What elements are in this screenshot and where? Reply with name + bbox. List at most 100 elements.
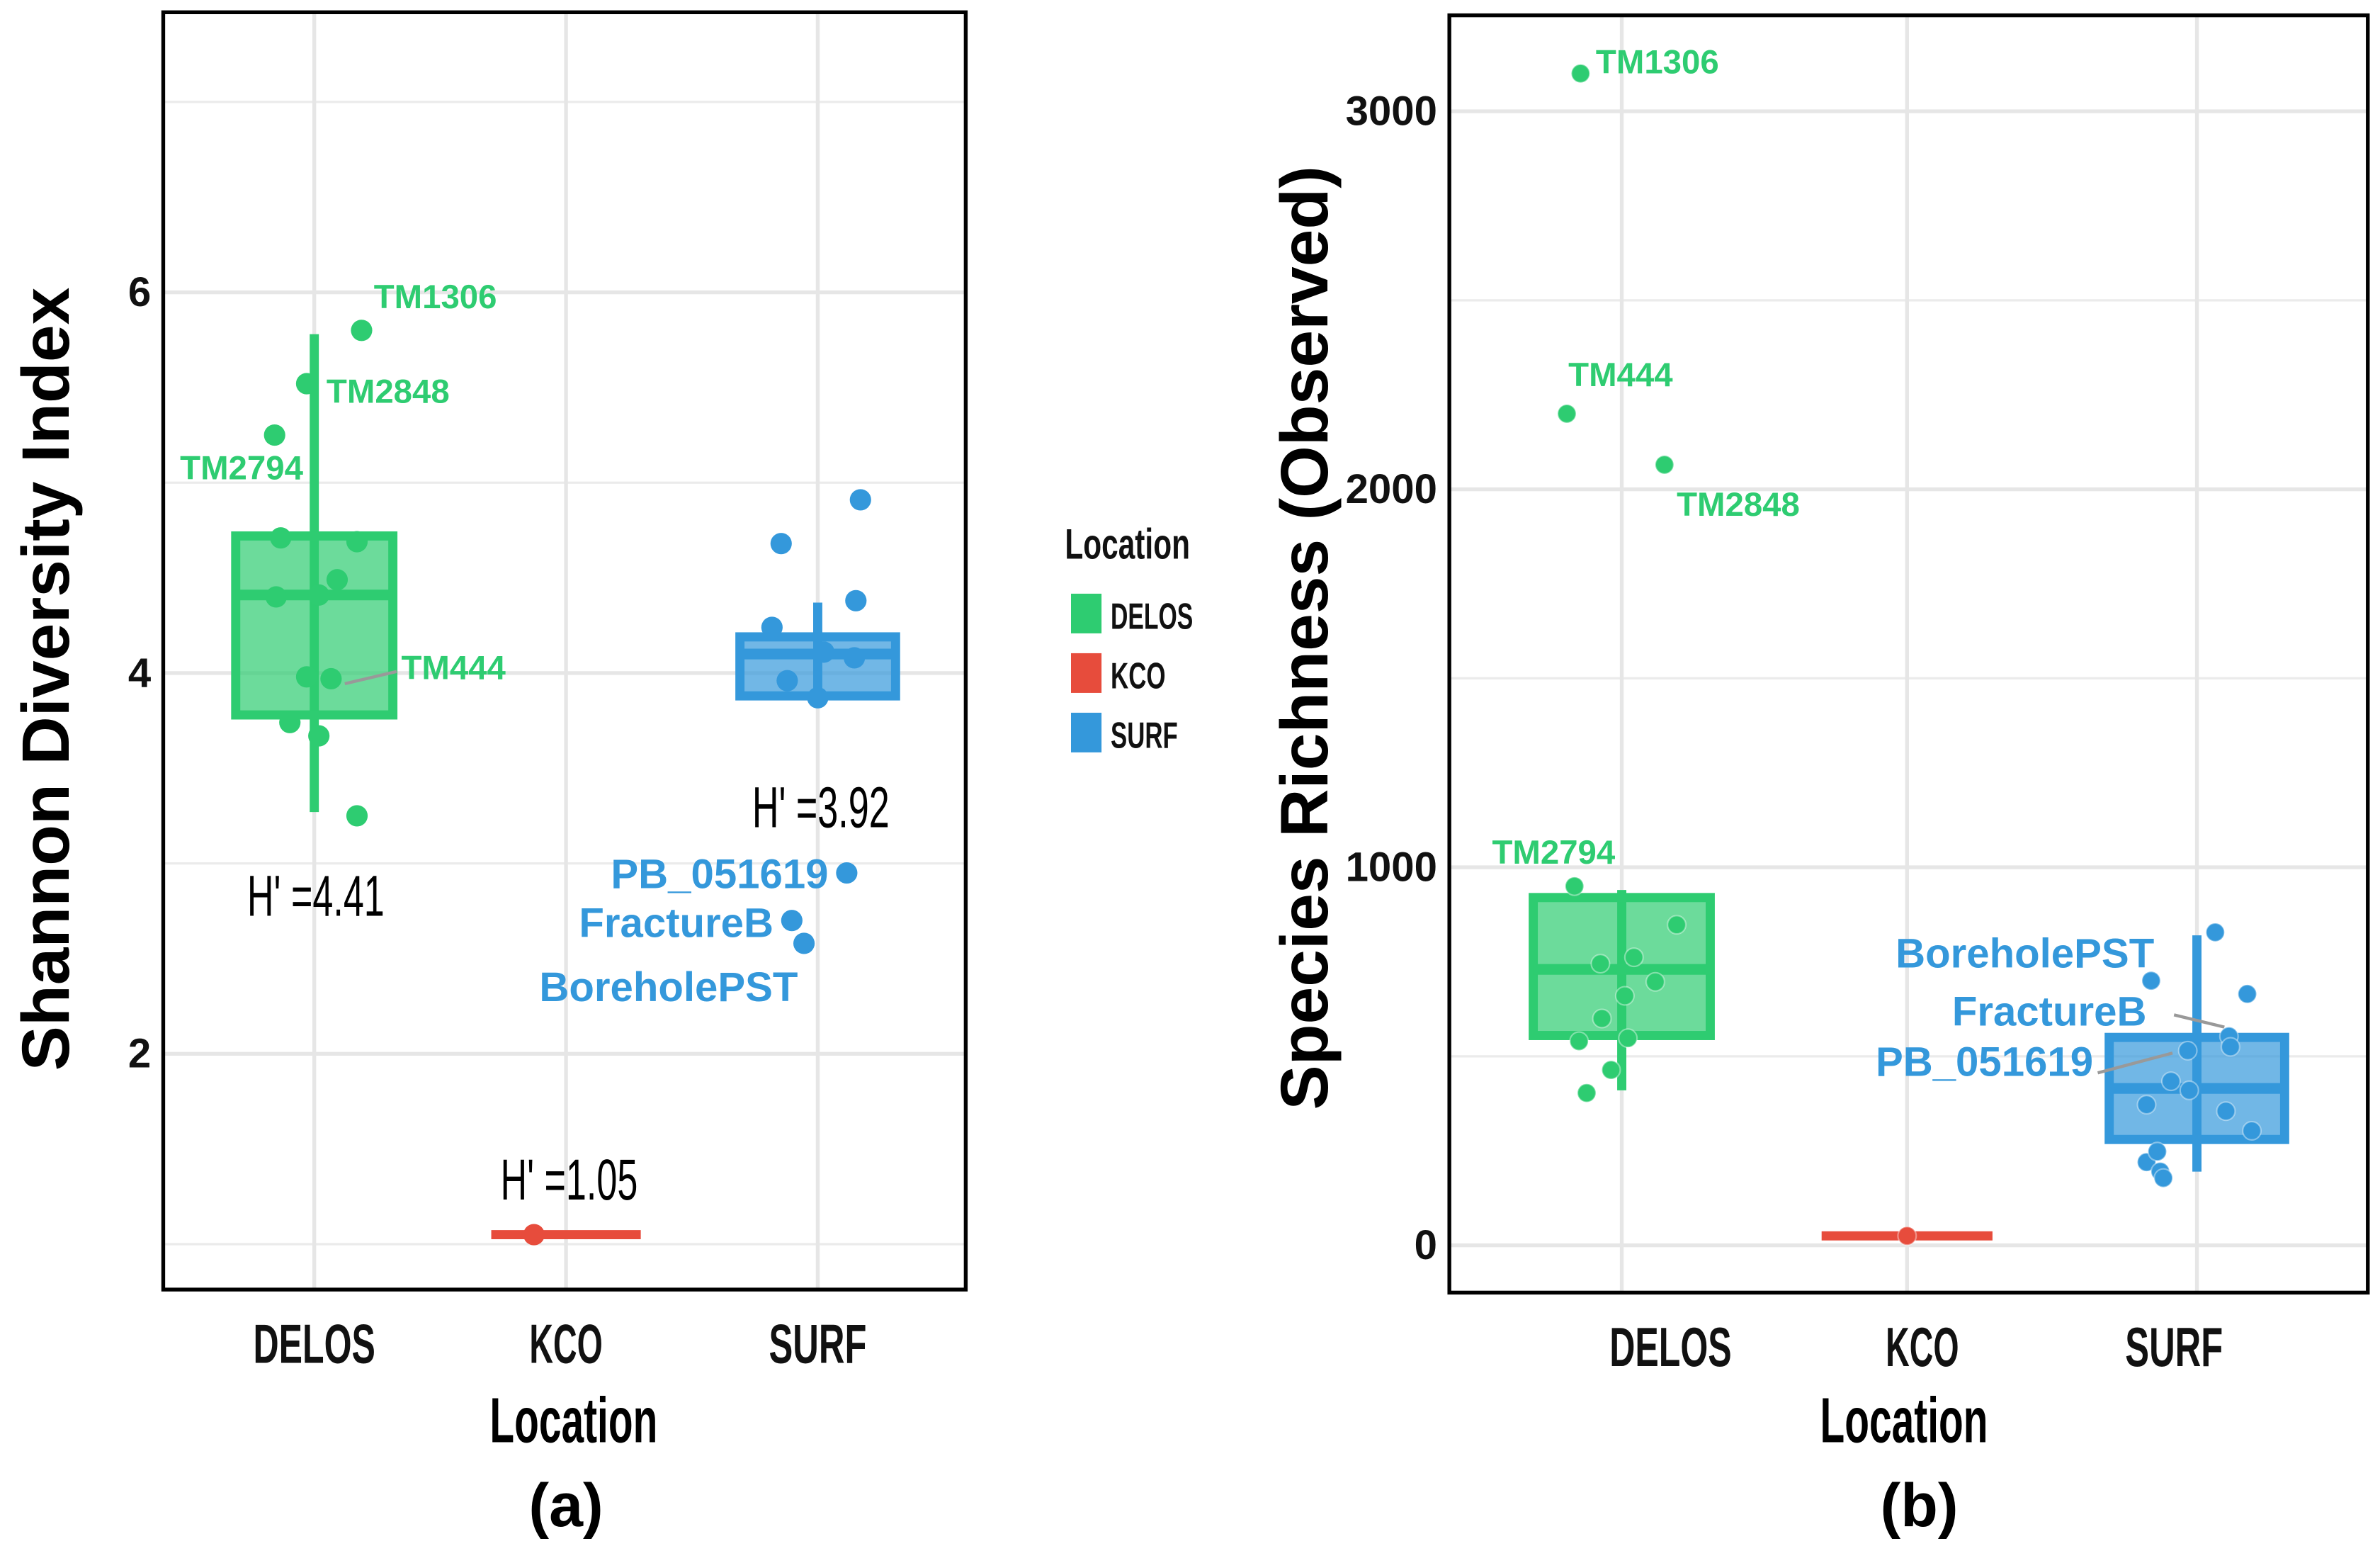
data-point-delos — [326, 569, 348, 591]
data-point-delos — [1667, 915, 1687, 935]
panel-b-plot: 0 1000 2000 3000 DELOS KCO SURF TM1306 TM444 TM28… — [1346, 13, 2370, 1378]
legend-label-surf: SURF — [1111, 714, 1178, 755]
legend-swatch-surf — [1071, 712, 1102, 752]
y-tick-label: 1000 — [1346, 844, 1437, 890]
y-tick-label: 2000 — [1346, 466, 1437, 512]
median-annotation: H' =1.05 — [500, 1148, 638, 1212]
y-tick-label: 4 — [128, 650, 152, 696]
panel-label-a: (a) — [528, 1472, 603, 1540]
data-point-surf — [2242, 1120, 2262, 1141]
data-point-delos — [1557, 403, 1577, 424]
x-tick-label: SURF — [769, 1314, 867, 1375]
data-point-delos — [264, 424, 285, 446]
data-point-surf — [2141, 971, 2161, 991]
x-tick-label: DELOS — [1609, 1317, 1731, 1378]
point-label: TM2848 — [327, 373, 450, 411]
data-point-delos — [1590, 954, 1611, 974]
y-axis-title-b: Species Richness (Observed) — [1267, 166, 1342, 1110]
data-point-kco — [523, 1224, 545, 1246]
point-label: TM444 — [1568, 356, 1673, 394]
point-label: TM2794 — [180, 449, 303, 487]
y-tick-label: 2 — [128, 1031, 151, 1077]
data-point-surf — [2179, 1080, 2199, 1100]
point-label: PB_051619 — [611, 852, 828, 898]
data-point-delos — [1601, 1060, 1621, 1080]
y-tick-label: 0 — [1415, 1222, 1437, 1268]
data-point-surf — [793, 932, 815, 954]
data-point-surf — [844, 647, 866, 669]
data-point-surf — [2220, 1037, 2240, 1057]
legend-label-delos: DELOS — [1111, 595, 1193, 636]
data-point-delos — [1577, 1083, 1597, 1103]
y-tick-label: 3000 — [1346, 88, 1437, 134]
x-axis-title-a: Location — [489, 1384, 657, 1456]
point-label: FractureB — [1952, 988, 2147, 1034]
data-point-surf — [776, 670, 798, 692]
plot-frame — [1447, 13, 2370, 1295]
data-point-surf — [761, 616, 783, 638]
data-point-delos — [1592, 1008, 1612, 1029]
data-point-surf — [2153, 1168, 2174, 1188]
point-label: BoreholePST — [539, 964, 798, 1010]
point-label: TM1306 — [1596, 43, 1719, 81]
y-axis-title-a: Shannon Diversity Index — [8, 288, 84, 1071]
data-point-delos — [295, 666, 317, 688]
data-point-delos — [295, 373, 317, 395]
data-point-surf — [845, 589, 867, 611]
data-point-delos — [1614, 986, 1635, 1006]
data-point-delos — [308, 584, 330, 606]
data-point-delos — [1618, 1028, 1638, 1049]
label-leader-line — [2173, 1013, 2225, 1029]
data-point-delos — [346, 531, 368, 553]
median-annotation: H' =4.41 — [247, 864, 385, 928]
legend-swatch-kco — [1071, 653, 1102, 693]
data-point-surf — [2160, 1071, 2181, 1092]
point-label: PB_051619 — [1876, 1039, 2093, 1085]
x-tick-label: SURF — [2125, 1317, 2223, 1378]
panel-label-b: (b) — [1881, 1472, 1959, 1540]
point-label: TM2794 — [1492, 834, 1615, 871]
data-point-surf — [2136, 1095, 2157, 1115]
data-point-delos — [270, 527, 292, 549]
data-point-kco — [1897, 1226, 1917, 1246]
data-point-surf — [836, 862, 858, 884]
data-point-surf — [807, 687, 829, 709]
data-point-delos — [1564, 876, 1585, 896]
point-label: TM1306 — [374, 278, 497, 316]
label-leader-line — [2097, 1051, 2173, 1075]
point-label: TM444 — [401, 650, 506, 687]
data-point-surf — [2147, 1141, 2168, 1162]
legend-swatch-delos — [1071, 593, 1102, 633]
point-label: FractureB — [579, 901, 774, 947]
plot-frame — [161, 10, 968, 1292]
data-point-delos — [308, 725, 330, 747]
data-point-delos — [1569, 1031, 1590, 1051]
data-point-delos — [265, 586, 287, 608]
data-point-surf — [770, 533, 792, 555]
data-point-surf — [781, 910, 803, 932]
data-point-delos — [1645, 971, 1665, 992]
x-axis-title-b: Location — [1820, 1384, 1988, 1456]
median-annotation: H' =3.92 — [752, 775, 890, 840]
x-tick-label: DELOS — [254, 1314, 375, 1375]
legend: Location DELOS KCO SURF — [1065, 519, 1193, 755]
data-point-delos — [346, 805, 368, 827]
label-leader-line — [344, 670, 397, 686]
data-point-delos — [279, 711, 301, 733]
y-tick-label: 6 — [128, 269, 151, 315]
x-tick-label: KCO — [1886, 1317, 1959, 1378]
data-point-delos — [1570, 63, 1591, 84]
data-point-delos — [351, 320, 373, 342]
data-point-delos — [1654, 454, 1674, 475]
data-point-delos — [320, 667, 342, 690]
point-label: BoreholePST — [1896, 931, 2154, 977]
panel-a-plot: 2 4 6 DELOS KCO SURF TM1306 TM2848 TM2794 TM444 PB… — [128, 10, 968, 1375]
data-point-surf — [2177, 1040, 2198, 1061]
data-point-surf — [2237, 983, 2257, 1004]
data-point-delos — [1624, 947, 1644, 968]
data-point-surf — [2216, 1101, 2236, 1122]
box-delos — [231, 531, 398, 720]
point-label: TM2848 — [1677, 486, 1800, 524]
data-point-surf — [813, 641, 835, 663]
